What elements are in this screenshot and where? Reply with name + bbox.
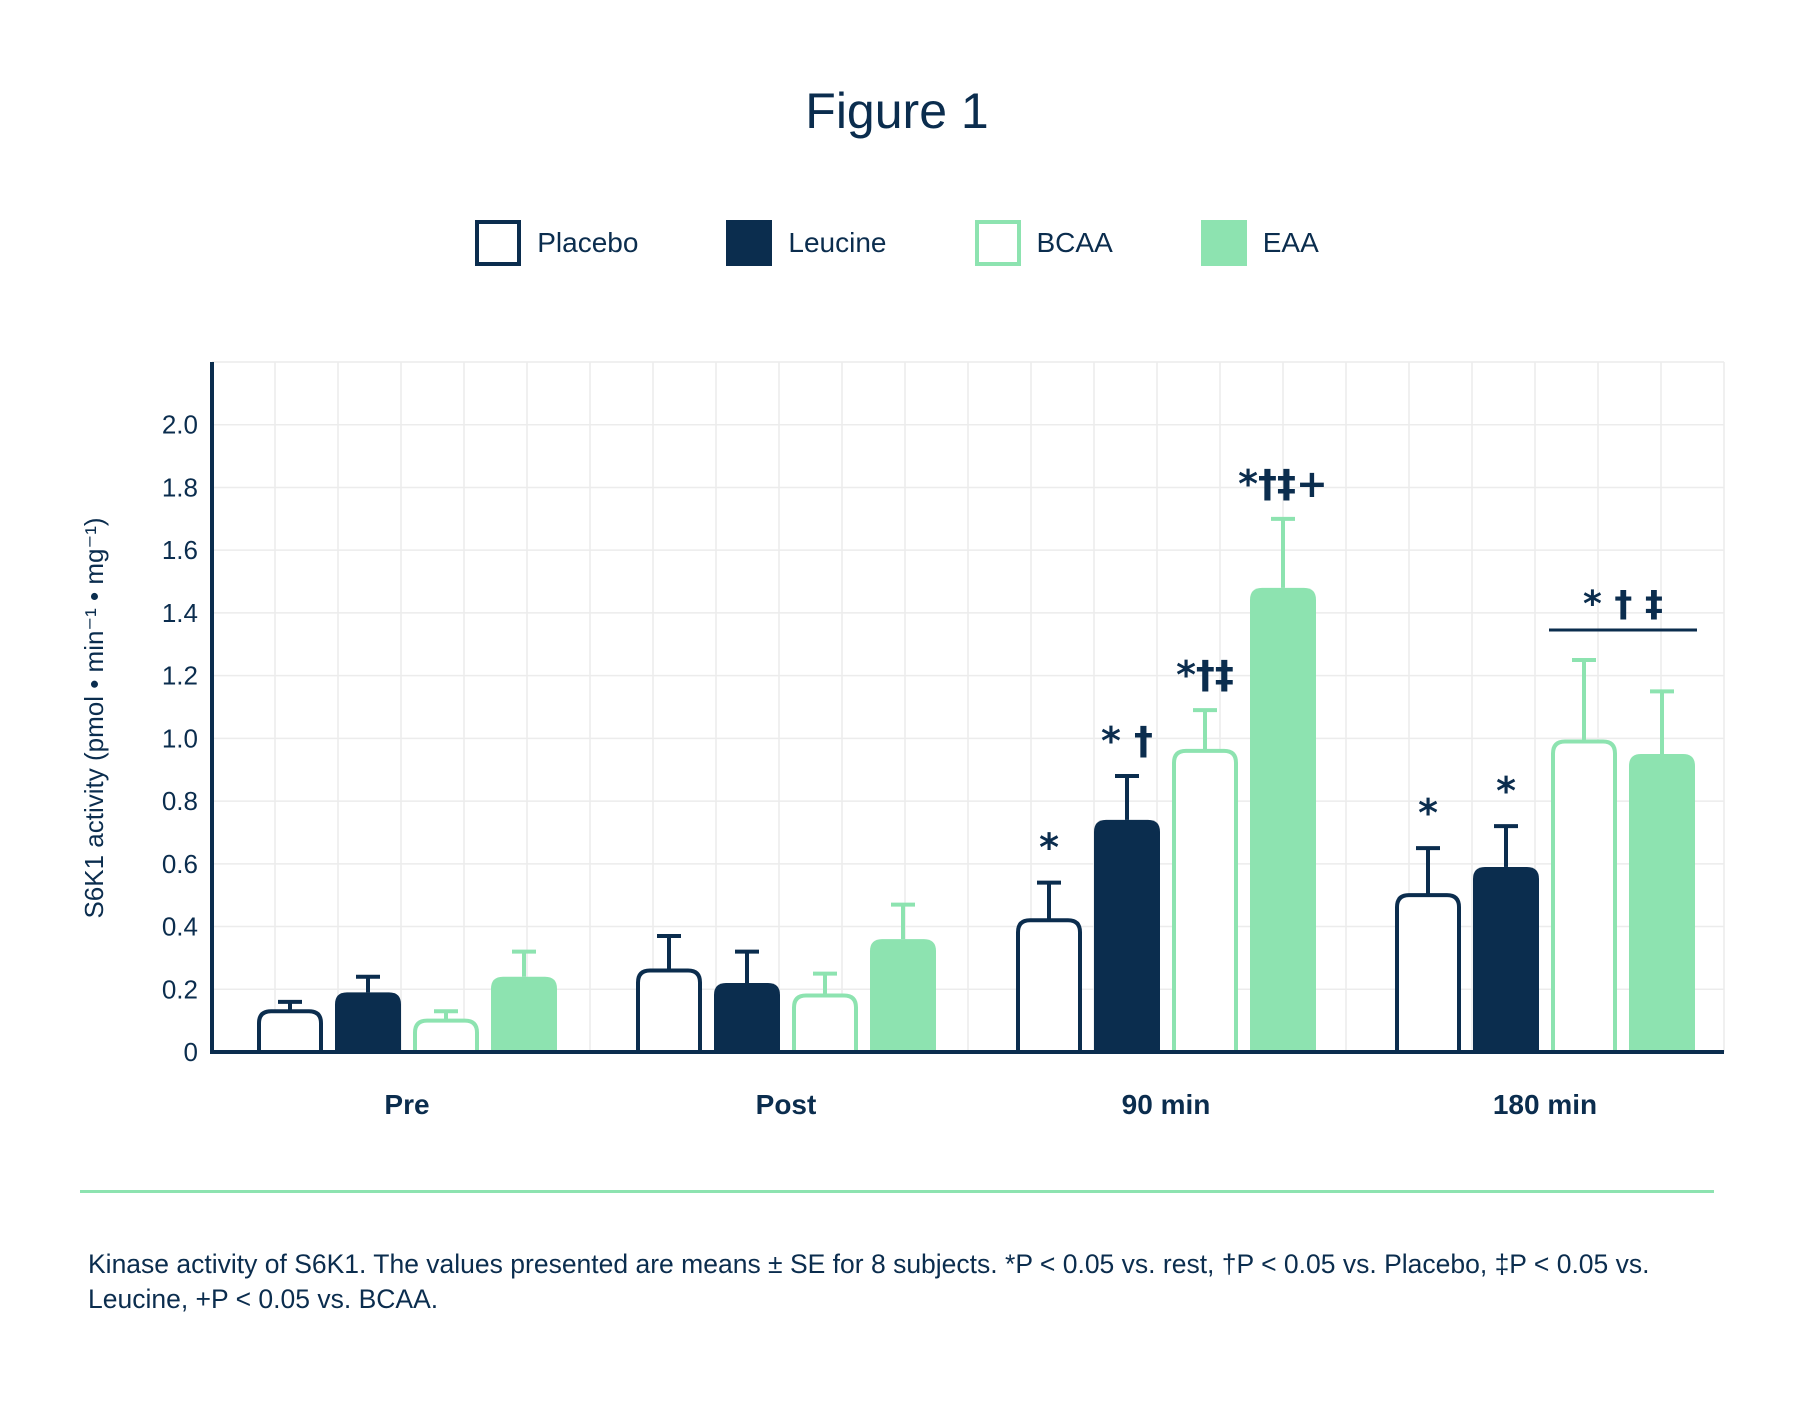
bar — [1629, 754, 1695, 1052]
y-tick-label: 1.8 — [162, 472, 198, 502]
legend-item-leucine: Leucine — [726, 213, 887, 273]
legend-label-bcaa: BCAA — [1036, 227, 1113, 258]
legend-swatch-placebo — [475, 220, 522, 266]
legend-label-eaa: EAA — [1262, 227, 1319, 258]
y-tick-label: 1.6 — [162, 535, 198, 565]
legend-item-eaa: EAA — [1200, 213, 1319, 273]
bar — [1172, 748, 1238, 1052]
figure-title: Figure 1 — [805, 83, 989, 139]
bar — [257, 1009, 323, 1052]
significance-marker: * † ‡ — [1583, 584, 1663, 625]
y-tick-label: 1.4 — [162, 598, 198, 628]
y-tick-label: 0.8 — [162, 786, 198, 816]
bar — [636, 968, 702, 1052]
bar — [1016, 918, 1082, 1052]
legend-swatch-leucine — [726, 220, 773, 266]
category-label: Pre — [384, 1089, 429, 1120]
significance-marker: *†‡+ — [1238, 462, 1328, 506]
category-label: 90 min — [1122, 1089, 1211, 1120]
axes — [210, 362, 1724, 1054]
category-label: Post — [756, 1089, 817, 1120]
significance-marker: * — [1039, 826, 1059, 870]
significance-marker: * — [1418, 791, 1438, 835]
y-tick-label: 1.0 — [162, 723, 198, 753]
y-tick-label: 0 — [184, 1037, 198, 1067]
legend-swatch-eaa — [1200, 220, 1247, 266]
grid — [212, 361, 1725, 1052]
y-tick-label: 1.2 — [162, 661, 198, 691]
legend-item-placebo: Placebo — [475, 213, 638, 273]
significance-marker: *†‡ — [1176, 653, 1234, 697]
y-tick-label: 0.6 — [162, 849, 198, 879]
y-axis-title: S6K1 activity (pmol • min⁻¹ • mg⁻¹) — [79, 517, 109, 918]
y-tick-label: 2.0 — [162, 410, 198, 440]
bar-chart: 0 0.2 0.4 0.6 0.8 1.0 1.2 1.4 1.6 1.8 2.0 Pre Post 9… — [79, 361, 1725, 1120]
y-tick-label: 0.2 — [162, 974, 198, 1004]
bar — [792, 993, 858, 1052]
bar — [714, 983, 780, 1052]
bar — [413, 1018, 479, 1052]
legend-label-placebo: Placebo — [537, 227, 639, 258]
legend: Placebo Leucine BCAA EAA — [0, 213, 1794, 273]
bar — [1473, 866, 1539, 1052]
figure-caption: Kinase activity of S6K1. The values pres… — [88, 1249, 1650, 1314]
category-labels: Pre Post 90 min 180 min — [384, 1089, 1597, 1120]
significance-marker: * † — [1101, 719, 1153, 763]
legend-item-bcaa: BCAA — [974, 213, 1113, 273]
legend-label-leucine: Leucine — [788, 227, 887, 258]
significance-marker: * — [1496, 769, 1516, 813]
bar — [1551, 739, 1617, 1052]
bar — [1250, 587, 1316, 1052]
significance-annotations: * * † *†‡ *†‡+ * * * † ‡ — [1039, 462, 1697, 870]
bar — [1395, 893, 1461, 1052]
category-label: 180 min — [1493, 1089, 1597, 1120]
bars — [257, 516, 1695, 1052]
divider-line — [80, 1190, 1714, 1193]
legend-swatch-bcaa — [974, 220, 1021, 266]
y-tick-labels: 0 0.2 0.4 0.6 0.8 1.0 1.2 1.4 1.6 1.8 2.0 — [162, 410, 198, 1067]
bar — [491, 976, 557, 1052]
bar — [1094, 819, 1160, 1052]
y-tick-label: 0.4 — [162, 912, 198, 942]
bar — [335, 992, 401, 1052]
bar — [870, 939, 936, 1052]
